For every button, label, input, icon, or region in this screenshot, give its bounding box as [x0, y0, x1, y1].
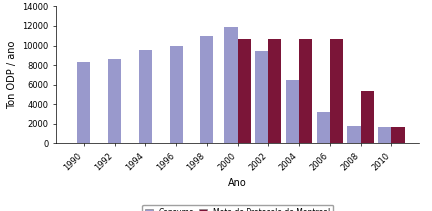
- Bar: [391, 127, 404, 143]
- Bar: [330, 39, 343, 143]
- Bar: [225, 27, 238, 143]
- Bar: [286, 80, 299, 143]
- Bar: [255, 51, 268, 143]
- Bar: [378, 127, 391, 143]
- Bar: [361, 91, 374, 143]
- X-axis label: Ano: Ano: [228, 178, 247, 188]
- Bar: [200, 36, 213, 143]
- Bar: [238, 39, 251, 143]
- Bar: [268, 39, 282, 143]
- Bar: [299, 39, 312, 143]
- Y-axis label: Ton ODP / ano: Ton ODP / ano: [7, 41, 17, 109]
- Bar: [347, 126, 361, 143]
- Bar: [77, 62, 90, 143]
- Bar: [317, 112, 330, 143]
- Bar: [139, 50, 152, 143]
- Bar: [169, 46, 183, 143]
- Legend: Consumo, Meta do Protocolo de Montreal: Consumo, Meta do Protocolo de Montreal: [142, 205, 333, 211]
- Bar: [108, 59, 121, 143]
